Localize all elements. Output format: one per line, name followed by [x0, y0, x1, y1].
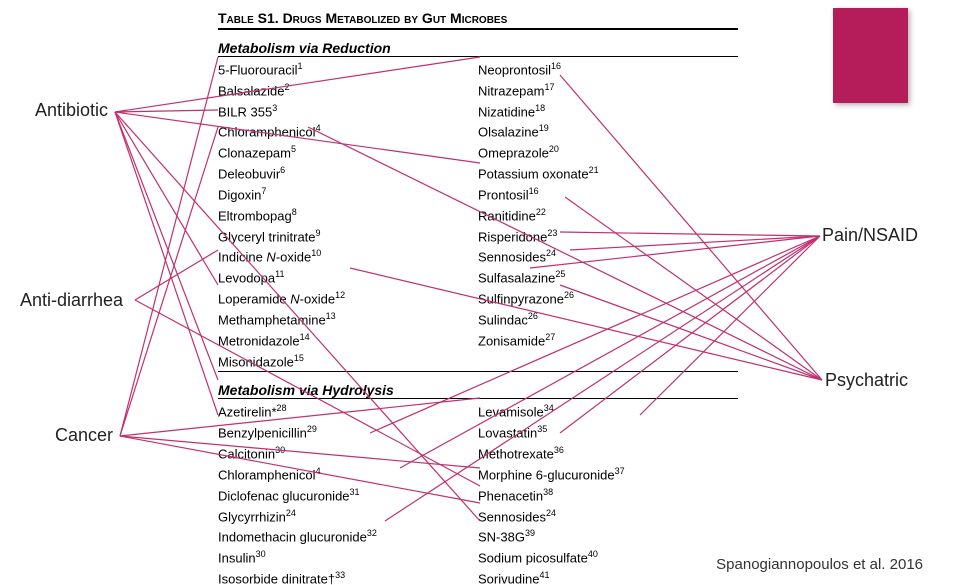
section1-left-col: 5-Fluorouracil1Balsalazide2BILR 3553Chlo… — [218, 58, 478, 370]
drug-entry: SN-38G39 — [478, 525, 738, 546]
drug-entry: Chloramphenicol4 — [218, 120, 478, 141]
drug-entry: Eltrombopag8 — [218, 204, 478, 225]
section2-left-col: Azetirelin*28Benzylpenicillin29Calcitoni… — [218, 400, 478, 585]
drug-entry: Methotrexate36 — [478, 442, 738, 463]
citation: Spanogiannopoulos et al. 2016 — [716, 556, 923, 573]
connection-line — [115, 112, 218, 285]
drug-entry: Methamphetamine13 — [218, 308, 478, 329]
drug-entry: Lovastatin35 — [478, 421, 738, 442]
category-antidiarrhea: Anti-diarrhea — [20, 290, 123, 311]
drug-entry: Ranitidine22 — [478, 204, 738, 225]
connection-line — [120, 127, 218, 436]
drug-entry: Sennosides24 — [478, 505, 738, 526]
drug-entry: Sulfinpyrazone26 — [478, 287, 738, 308]
drug-entry: Zonisamide27 — [478, 329, 738, 350]
drug-entry: Sulfasalazine25 — [478, 266, 738, 287]
section1-right-col: Neoprontosil16Nitrazepam17Nizatidine18Ol… — [478, 58, 738, 370]
section1-header: Metabolism via Reduction — [218, 40, 738, 57]
connection-line — [115, 110, 218, 112]
section1-body: 5-Fluorouracil1Balsalazide2BILR 3553Chlo… — [218, 57, 738, 372]
category-cancer: Cancer — [55, 425, 113, 446]
drug-entry: Azetirelin*28 — [218, 400, 478, 421]
section2-right-col: Levamisole34Lovastatin35Methotrexate36Mo… — [478, 400, 738, 585]
drug-entry: Risperidone23 — [478, 225, 738, 246]
section2-header: Metabolism via Hydrolysis — [218, 382, 738, 399]
drug-entry: Glycyrrhizin24 — [218, 505, 478, 526]
drug-entry: Sodium picosulfate40 — [478, 546, 738, 567]
drug-entry: Metronidazole14 — [218, 329, 478, 350]
table-title: Table S1. Drugs Metabolized by Gut Micro… — [218, 10, 738, 30]
category-antibiotic: Antibiotic — [35, 100, 108, 121]
drug-entry: Deleobuvir6 — [218, 162, 478, 183]
drug-entry: Sennosides24 — [478, 245, 738, 266]
drug-entry: Benzylpenicillin29 — [218, 421, 478, 442]
drug-entry: Balsalazide2 — [218, 79, 478, 100]
drug-entry: Isosorbide dinitrate†33 — [218, 567, 478, 585]
drug-entry: Diclofenac glucuronide31 — [218, 484, 478, 505]
drug-entry: Phenacetin38 — [478, 484, 738, 505]
drug-entry: Levodopa11 — [218, 266, 478, 287]
category-psychiatric: Psychatric — [825, 370, 908, 391]
drug-entry: Omeprazole20 — [478, 141, 738, 162]
connection-line — [115, 112, 218, 380]
drug-entry: Loperamide N-oxide12 — [218, 287, 478, 308]
drug-entry: Misonidazole15 — [218, 350, 478, 371]
drug-entry: Neoprontosil16 — [478, 58, 738, 79]
drug-entry: Prontosil16 — [478, 183, 738, 204]
drug-entry: Morphine 6-glucuronide37 — [478, 463, 738, 484]
drug-entry: Sorivudine41 — [478, 567, 738, 585]
connection-line — [135, 250, 218, 300]
drug-entry: Insulin30 — [218, 546, 478, 567]
drug-entry: Chloramphenicol4 — [218, 463, 478, 484]
drug-entry: Potassium oxonate21 — [478, 162, 738, 183]
drug-entry: Indicine N-oxide10 — [218, 245, 478, 266]
drug-entry: Olsalazine19 — [478, 120, 738, 141]
drug-table: Table S1. Drugs Metabolized by Gut Micro… — [218, 10, 738, 585]
drug-entry: 5-Fluorouracil1 — [218, 58, 478, 79]
drug-entry: Nizatidine18 — [478, 100, 738, 121]
drug-entry: Glyceryl trinitrate9 — [218, 225, 478, 246]
drug-entry: Digoxin7 — [218, 183, 478, 204]
connection-line — [115, 112, 218, 415]
category-pain: Pain/NSAID — [822, 225, 918, 246]
drug-entry: Levamisole34 — [478, 400, 738, 421]
drug-entry: Indomethacin glucuronide32 — [218, 525, 478, 546]
connection-line — [120, 57, 218, 436]
accent-block — [833, 8, 908, 103]
drug-entry: Calcitonin30 — [218, 442, 478, 463]
drug-entry: BILR 3553 — [218, 100, 478, 121]
drug-entry: Nitrazepam17 — [478, 79, 738, 100]
section2-body: Azetirelin*28Benzylpenicillin29Calcitoni… — [218, 399, 738, 585]
drug-entry: Sulindac26 — [478, 308, 738, 329]
drug-entry: Clonazepam5 — [218, 141, 478, 162]
